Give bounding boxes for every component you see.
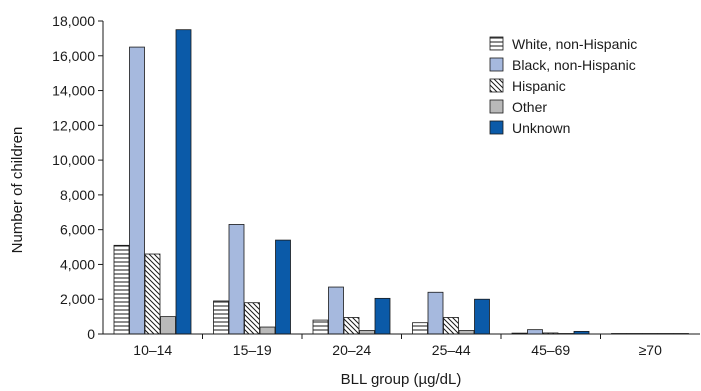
bars-group bbox=[113, 29, 689, 335]
bar-black-non-hispanic-2 bbox=[328, 286, 344, 335]
bar-other-3 bbox=[458, 330, 475, 335]
legend-swatch bbox=[489, 57, 504, 72]
y-tick-label: 4,000 bbox=[60, 256, 95, 272]
y-tick-label: 14,000 bbox=[52, 83, 95, 99]
legend-label: Unknown bbox=[512, 120, 570, 136]
y-tick-label: 10,000 bbox=[52, 152, 95, 168]
bar-hispanic-2 bbox=[343, 317, 360, 335]
bar-black-non-hispanic-3 bbox=[427, 291, 444, 335]
legend-swatch bbox=[489, 78, 504, 93]
bar-unknown-2 bbox=[374, 297, 391, 335]
bar-black-non-hispanic-0 bbox=[129, 46, 145, 335]
bar-white-non-hispanic-1 bbox=[213, 300, 229, 335]
bar-white-non-hispanic-3 bbox=[412, 322, 428, 335]
legend-swatch bbox=[489, 99, 504, 114]
legend-label: White, non-Hispanic bbox=[512, 36, 637, 52]
bar-other-0 bbox=[160, 316, 176, 335]
legend-label: Black, non-Hispanic bbox=[512, 57, 636, 73]
y-tick-label: 8,000 bbox=[60, 187, 95, 203]
x-axis: 10–14 15–19 20–24 25–44 45–69 ≥70 bbox=[103, 333, 700, 358]
bar-unknown-3 bbox=[474, 298, 490, 335]
x-tick-label: ≥70 bbox=[639, 342, 662, 358]
bar-hispanic-3 bbox=[443, 317, 459, 335]
x-axis-title: BLL group (µg/dL) bbox=[341, 371, 462, 388]
legend-label: Hispanic bbox=[512, 78, 566, 94]
bar-other-1 bbox=[259, 326, 276, 335]
legend-label: Other bbox=[512, 99, 547, 115]
bar-white-non-hispanic-0 bbox=[113, 244, 130, 335]
y-tick-label: 2,000 bbox=[60, 291, 95, 307]
legend-swatch bbox=[489, 36, 504, 51]
x-tick-label: 15–19 bbox=[233, 342, 272, 358]
bar-unknown-0 bbox=[175, 29, 192, 335]
x-tick-label: 20–24 bbox=[332, 342, 371, 358]
legend-swatch bbox=[489, 120, 504, 135]
x-tick-label: 25–44 bbox=[432, 342, 471, 358]
bar-hispanic-1 bbox=[244, 302, 260, 335]
y-tick-label: 0 bbox=[87, 326, 95, 342]
y-axis-title: Number of children bbox=[9, 127, 26, 254]
x-tick-label: 45–69 bbox=[531, 342, 570, 358]
bar-unknown-1 bbox=[275, 239, 291, 335]
y-tick-label: 12,000 bbox=[52, 117, 95, 133]
bar-white-non-hispanic-2 bbox=[312, 319, 329, 335]
legend: White, non-Hispanic Black, non-Hispanic Hi… bbox=[489, 36, 637, 136]
bar-black-non-hispanic-1 bbox=[228, 224, 245, 335]
y-tick-label: 16,000 bbox=[52, 48, 95, 64]
y-axis: 0 2,000 4,000 6,000 8,000 10,000 12,000 14,000 1… bbox=[52, 13, 104, 342]
x-tick-label: 10–14 bbox=[133, 342, 172, 358]
bar-black-non-hispanic-4 bbox=[527, 329, 543, 335]
bar-other-2 bbox=[359, 330, 375, 335]
bar-hispanic-0 bbox=[144, 253, 161, 335]
y-tick-label: 18,000 bbox=[52, 13, 95, 29]
y-tick-label: 6,000 bbox=[60, 222, 95, 238]
